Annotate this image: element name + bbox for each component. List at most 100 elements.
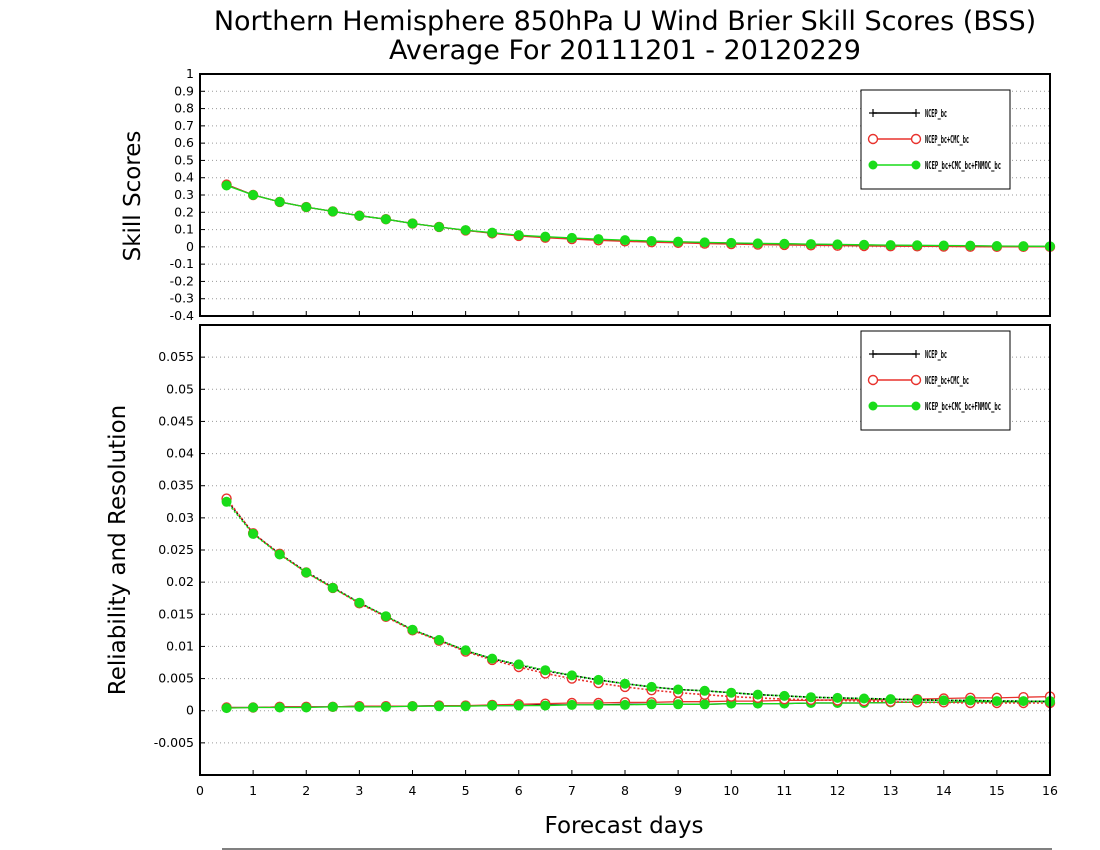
top-series-2-point xyxy=(1018,241,1029,252)
bottom-series-5-point xyxy=(593,674,604,685)
bottom-legend-label-0: NCEP_bc xyxy=(925,348,947,361)
top-ytick-label: 0.1 xyxy=(174,222,194,237)
bottom-series-5-point xyxy=(912,694,923,705)
bottom-series-2-point xyxy=(274,702,285,713)
top-legend-label-0: NCEP_bc xyxy=(925,107,947,120)
bottom-ytick-label: 0.045 xyxy=(158,413,194,428)
top-ytick-label: -0.3 xyxy=(170,291,194,306)
bottom-series-2-point xyxy=(673,699,684,710)
bottom-series-2-point xyxy=(248,702,259,713)
xtick-label: 7 xyxy=(568,783,576,798)
bottom-series-5-point xyxy=(752,689,763,700)
top-series-2-point xyxy=(726,237,737,248)
bottom-legend-marker-1 xyxy=(867,374,879,386)
bottom-series-2-point xyxy=(380,701,391,712)
top-series-2-point xyxy=(274,196,285,207)
top-series-2-point xyxy=(460,225,471,236)
bottom-series-5-point xyxy=(434,635,445,645)
bottom-series-5-point xyxy=(221,496,232,507)
bottom-ytick-label: 0.05 xyxy=(166,381,194,396)
xtick-label: 10 xyxy=(723,783,739,798)
bottom-ylabel: Reliability and Resolution xyxy=(105,405,131,695)
top-series-2-point xyxy=(380,214,391,225)
bottom-series-5-point xyxy=(407,624,418,635)
top-legend-marker-2 xyxy=(868,160,878,170)
xtick-label: 14 xyxy=(936,783,952,798)
bottom-series-5-point xyxy=(487,653,498,664)
bottom-series-2-point xyxy=(487,700,498,711)
top-series-2-point xyxy=(646,235,657,246)
bottom-series-3-line xyxy=(225,499,1051,703)
top-series-2-point xyxy=(832,239,843,250)
bottom-series-2-point xyxy=(407,701,418,712)
top-ytick-label: 0.8 xyxy=(174,101,194,116)
bottom-ytick-label: 0 xyxy=(186,703,194,718)
top-series-1-line xyxy=(226,183,1050,248)
bottom-series-5-point xyxy=(885,694,896,705)
bottom-legend-marker-2 xyxy=(868,401,878,411)
top-series-2-point xyxy=(593,234,604,245)
bottom-series-5-point xyxy=(274,549,285,560)
top-legend-marker-0 xyxy=(912,109,920,117)
top-series-2-point xyxy=(221,180,232,191)
top-series-2-point xyxy=(859,239,870,250)
bottom-series-2-point xyxy=(699,699,710,710)
bottom-legend-label-2: NCEP_bc+CMC_bc+FNMOC_bc xyxy=(925,400,1001,413)
top-legend-label-1: NCEP_bc+CMC_bc xyxy=(925,133,969,146)
xtick-label: 9 xyxy=(674,783,682,798)
xtick-label: 1 xyxy=(249,783,257,798)
bottom-series-2-point xyxy=(593,699,604,710)
bottom-series-5-point xyxy=(938,695,949,706)
top-series-0-line xyxy=(226,183,1051,248)
top-ytick-label: 0.6 xyxy=(174,135,194,150)
bottom-series-5-point xyxy=(646,681,657,692)
bottom-ytick-label: 0.02 xyxy=(166,574,194,589)
xtick-label: 3 xyxy=(355,783,363,798)
bottom-series-2-point xyxy=(221,703,232,714)
chart-title-line2: Average For 20111201 - 20120229 xyxy=(389,35,861,66)
xtick-label: 8 xyxy=(621,783,629,798)
bottom-legend-label-1: NCEP_bc+CMC_bc xyxy=(925,374,969,387)
top-series-2-point xyxy=(620,235,630,246)
top-series-2-point xyxy=(912,240,923,251)
bottom-series-5-point xyxy=(248,528,259,539)
bottom-legend-marker-2 xyxy=(911,401,921,411)
bottom-legend-marker-0 xyxy=(869,350,877,358)
bottom-series-5-point xyxy=(805,692,816,703)
bottom-series-5-point xyxy=(460,645,471,656)
top-ytick-label: -0.1 xyxy=(170,256,194,271)
top-series-2-point xyxy=(991,240,1002,251)
bottom-legend: NCEP_bc NCEP_bc+CMC_bc NCEP_bc+CMC_bc+FNMO… xyxy=(860,330,1011,431)
top-series-2-point xyxy=(248,190,259,200)
bottom-series-2-point xyxy=(327,701,338,712)
xtick-label: 13 xyxy=(883,783,899,798)
top-ytick-label: -0.2 xyxy=(170,273,194,288)
bottom-ytick-label: 0.015 xyxy=(158,606,194,621)
bottom-series-2-point xyxy=(513,700,524,711)
bottom-series-2-point xyxy=(540,700,551,711)
bottom-series-2-point xyxy=(434,701,445,712)
bottom-legend-marker-0 xyxy=(912,350,920,358)
bottom-series-5-point xyxy=(699,685,710,696)
bottom-plot-frame xyxy=(199,324,1051,776)
bottom-series-2-point xyxy=(301,702,312,713)
bottom-ytick-label: -0.005 xyxy=(154,735,194,750)
top-series-2-point xyxy=(566,232,577,243)
top-series-2-point xyxy=(673,236,684,247)
top-ytick-label: -0.4 xyxy=(170,308,194,323)
bottom-series-2-point xyxy=(460,701,471,712)
skill-score-panel: 1 0.9 0.8 0.7 0.6 0.5 0.4 0.3 0.2 0.1 0 -0.1 -0.2 -0.… xyxy=(170,66,1056,323)
top-series-2-point xyxy=(965,240,976,251)
bottom-series-5-point xyxy=(620,678,630,689)
xtick-label: 15 xyxy=(989,783,1005,798)
top-ytick-label: 1 xyxy=(186,66,194,81)
top-plot-frame xyxy=(199,73,1051,317)
top-series-2-point xyxy=(779,238,790,249)
bottom-series-2-point xyxy=(354,701,365,712)
top-series-2-line xyxy=(226,184,1051,247)
top-ylabel: Skill Scores xyxy=(120,131,146,262)
top-legend-label-2: NCEP_bc+CMC_bc+FNMOC_bc xyxy=(925,159,1001,172)
top-ytick-label: 0.5 xyxy=(174,152,194,167)
bottom-series-5-point xyxy=(566,670,577,681)
bottom-series-5-point xyxy=(380,611,391,622)
